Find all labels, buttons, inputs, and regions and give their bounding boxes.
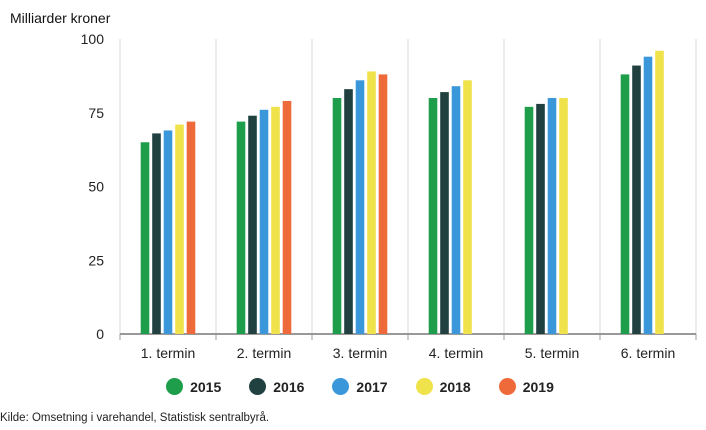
- y-axis-unit-label: Milliarder kroner: [10, 10, 111, 26]
- legend-swatch: [498, 378, 516, 395]
- y-tick-label: 50: [88, 179, 104, 195]
- legend-label: 2016: [273, 378, 305, 395]
- bar-2015: [428, 98, 438, 334]
- legend-label: 2017: [356, 378, 388, 395]
- legend-item-2019: 2019: [498, 378, 554, 395]
- bar-2018: [463, 80, 472, 334]
- bar-2017: [355, 80, 365, 334]
- source-note: Kilde: Omsetning i varehandel, Statistis…: [0, 412, 270, 424]
- bar-2019: [378, 74, 388, 335]
- legend-label: 2015: [190, 378, 222, 395]
- x-tick-label: 1. termin: [141, 345, 195, 361]
- x-tick-label: 6. termin: [621, 345, 675, 361]
- legend-item-2016: 2016: [249, 378, 304, 395]
- bar-2017: [643, 56, 653, 334]
- legend-label: 2018: [439, 378, 471, 395]
- x-tick-label: 4. termin: [429, 345, 483, 361]
- legend-swatch: [415, 378, 433, 395]
- bar-2015: [236, 121, 246, 334]
- legend-swatch: [249, 378, 267, 395]
- bar-2015: [620, 74, 630, 335]
- bar-2017: [451, 86, 461, 334]
- legend-swatch: [332, 378, 350, 395]
- bar-2018: [175, 124, 184, 334]
- bar-2018: [367, 71, 376, 334]
- legend-item-2017: 2017: [332, 378, 388, 395]
- legend-label: 2019: [522, 378, 554, 395]
- bar-2018: [271, 106, 280, 334]
- y-tick-label: 100: [81, 31, 105, 47]
- legend-item-2018: 2018: [415, 378, 471, 395]
- bar-2017: [163, 130, 173, 334]
- bar-2018: [655, 50, 664, 335]
- x-tick-label: 5. termin: [525, 345, 579, 361]
- bar-2017: [547, 98, 557, 334]
- bar-2018: [559, 98, 568, 334]
- bar-2019: [186, 121, 196, 334]
- chart-legend: 2015 2016 2017 2018 2019: [0, 378, 706, 395]
- bar-2019: [282, 100, 292, 334]
- legend-swatch: [166, 378, 184, 395]
- bar-2016: [440, 92, 449, 334]
- bar-2015: [332, 98, 342, 334]
- y-tick-label: 25: [88, 252, 104, 268]
- bar-2016: [152, 133, 161, 334]
- x-tick-label: 3. termin: [333, 345, 387, 361]
- x-tick-label: 2. termin: [237, 345, 291, 361]
- bar-2016: [248, 115, 257, 334]
- y-tick-label: 75: [88, 105, 104, 121]
- bar-chart: 0 25 50 75 100 1. termin 2. termin 3. termin 4. …: [81, 31, 697, 361]
- legend-item-2015: 2015: [166, 378, 221, 395]
- bar-2015: [140, 142, 150, 334]
- bar-2016: [632, 65, 641, 335]
- bar-2015: [524, 106, 534, 334]
- bar-2016: [344, 89, 353, 335]
- y-tick-label: 0: [96, 326, 104, 342]
- bar-2016: [536, 103, 545, 335]
- bar-2017: [259, 109, 269, 334]
